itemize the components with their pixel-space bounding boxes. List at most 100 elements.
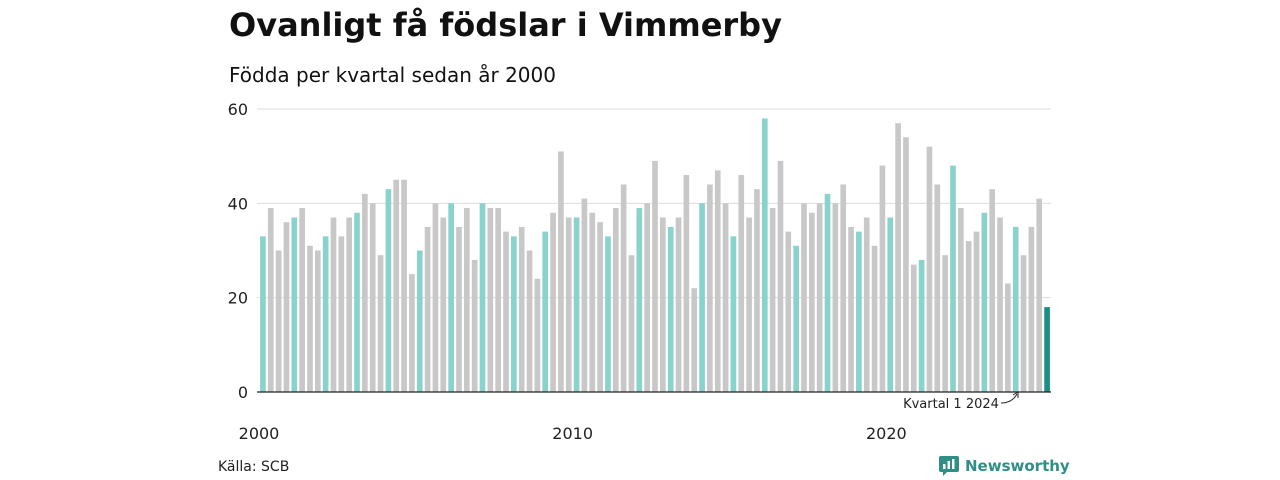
bar [848, 226, 854, 392]
bar [824, 193, 831, 392]
y-axis-ticks: 0 20 40 60 [228, 100, 248, 402]
bar [754, 189, 760, 392]
bar [385, 189, 392, 392]
bar [1005, 283, 1011, 392]
bar-chart-logo-icon [939, 456, 959, 476]
bar [503, 231, 509, 392]
bar [1028, 226, 1035, 392]
brand-name: Newsworthy [965, 457, 1070, 475]
bar [605, 236, 611, 392]
bar [550, 212, 556, 392]
bar [973, 231, 980, 392]
bar [471, 259, 478, 392]
bar [1012, 226, 1019, 392]
bar [354, 212, 360, 392]
bar [628, 255, 635, 392]
bar [597, 222, 603, 392]
bar [589, 212, 596, 392]
bar [660, 217, 666, 392]
bar [981, 212, 988, 392]
bar [369, 203, 376, 392]
bar [965, 241, 972, 392]
chart-subtitle: Födda per kvartal sedan år 2000 [229, 63, 556, 87]
bar [260, 236, 266, 392]
bar [793, 245, 799, 392]
y-tick-label: 60 [228, 100, 248, 119]
bar [691, 288, 698, 392]
bar [809, 212, 815, 392]
x-tick-label: 2010 [552, 424, 593, 443]
bar [424, 226, 431, 392]
bar [581, 198, 588, 392]
bar [856, 231, 862, 392]
source-note: Källa: SCB [218, 459, 290, 475]
bar [934, 184, 941, 392]
bar [926, 146, 933, 392]
bar [840, 184, 847, 392]
bar [652, 160, 658, 392]
bar [871, 245, 878, 392]
bars [260, 118, 1050, 393]
bar [487, 208, 494, 392]
bar [299, 208, 305, 392]
bar [636, 208, 643, 392]
bar [322, 236, 329, 392]
bar [314, 250, 321, 392]
bar [393, 179, 400, 392]
bar [989, 189, 996, 392]
bar [675, 217, 682, 392]
bar [1036, 198, 1043, 392]
bar [440, 217, 447, 392]
x-axis-ticks: 2000 2010 2020 [239, 424, 907, 443]
bar [275, 250, 282, 392]
bar [291, 217, 298, 392]
bar [456, 226, 462, 392]
bar [463, 208, 470, 392]
bar [612, 208, 619, 392]
bar [887, 217, 894, 392]
bar [267, 208, 274, 392]
bar [346, 217, 353, 392]
brand-logo[interactable]: Newsworthy [939, 456, 1070, 476]
bar [918, 259, 925, 392]
bar [644, 203, 650, 392]
annotation-label: Kvartal 1 2024 [903, 397, 999, 412]
bar [377, 255, 384, 392]
bar [573, 217, 580, 392]
y-tick-label: 20 [228, 289, 248, 308]
bar [511, 236, 517, 392]
bar [330, 217, 337, 392]
bar [432, 203, 439, 392]
bar [534, 278, 541, 392]
bar [699, 203, 705, 392]
bar [409, 274, 415, 392]
bar [895, 123, 901, 393]
bar [620, 184, 627, 392]
bar [910, 264, 917, 392]
bar [958, 208, 964, 392]
bar [942, 255, 948, 392]
bar [801, 203, 807, 392]
bar [746, 217, 752, 392]
bar [362, 193, 368, 392]
bar [950, 165, 956, 392]
bar [1044, 307, 1050, 392]
x-tick-label: 2000 [239, 424, 280, 443]
bar [338, 236, 345, 392]
bar [283, 222, 290, 392]
bar [518, 226, 525, 392]
bar [832, 203, 839, 392]
bar [448, 203, 454, 392]
bar [683, 175, 690, 392]
bar [307, 245, 313, 392]
bar [495, 208, 501, 392]
bar [879, 165, 886, 392]
bar [401, 179, 407, 392]
bar [667, 226, 674, 392]
bar [1020, 255, 1027, 392]
bar [542, 231, 549, 392]
y-tick-label: 40 [228, 194, 248, 213]
bar [769, 208, 776, 392]
x-tick-label: 2020 [866, 424, 907, 443]
bar [997, 217, 1003, 392]
